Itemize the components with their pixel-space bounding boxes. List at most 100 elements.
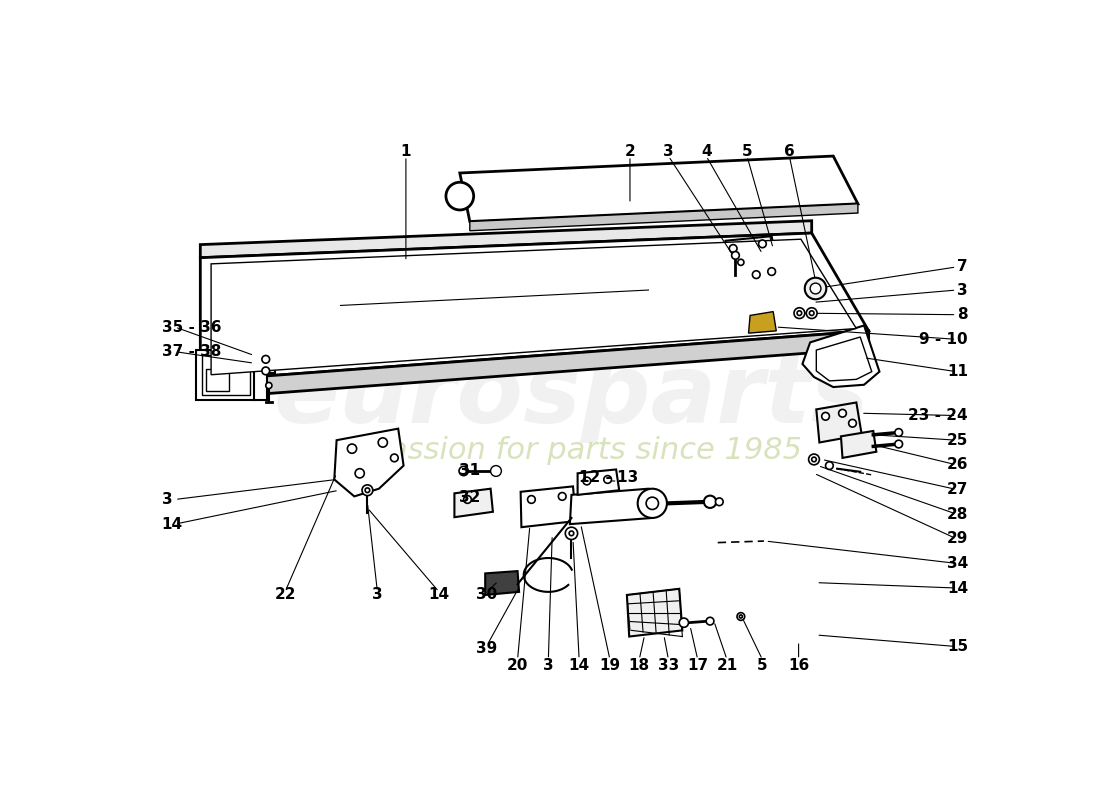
Text: eurosparts: eurosparts (274, 350, 869, 443)
Text: 21: 21 (716, 658, 738, 674)
Circle shape (646, 497, 659, 510)
Circle shape (825, 462, 834, 470)
Circle shape (805, 278, 826, 299)
Circle shape (894, 429, 902, 436)
Text: 3: 3 (957, 282, 968, 298)
Text: 32: 32 (459, 490, 481, 506)
Text: 29: 29 (947, 531, 968, 546)
Text: 19: 19 (600, 658, 620, 674)
Text: 14: 14 (428, 587, 450, 602)
Polygon shape (254, 352, 275, 400)
Text: 3: 3 (372, 587, 383, 602)
Text: 14: 14 (569, 658, 590, 674)
Circle shape (348, 444, 356, 454)
Text: 17: 17 (688, 658, 708, 674)
Circle shape (491, 466, 502, 476)
Circle shape (752, 270, 760, 278)
Text: 5: 5 (757, 658, 768, 674)
Polygon shape (200, 331, 869, 398)
Text: 18: 18 (628, 658, 650, 674)
Text: 9 - 10: 9 - 10 (920, 332, 968, 347)
Circle shape (732, 251, 739, 259)
Text: 28: 28 (947, 506, 968, 522)
Circle shape (704, 496, 716, 508)
Text: 31: 31 (459, 463, 481, 478)
Circle shape (706, 618, 714, 625)
Circle shape (810, 283, 821, 294)
Polygon shape (200, 233, 869, 381)
Circle shape (822, 413, 829, 420)
Polygon shape (749, 312, 777, 333)
Circle shape (768, 268, 776, 275)
Text: 23 - 24: 23 - 24 (909, 408, 968, 423)
Circle shape (737, 613, 745, 620)
Circle shape (365, 488, 370, 493)
Polygon shape (460, 156, 858, 222)
Text: 26: 26 (946, 458, 968, 472)
Polygon shape (842, 431, 877, 458)
Text: 33: 33 (658, 658, 679, 674)
Circle shape (446, 182, 474, 210)
Circle shape (390, 454, 398, 462)
Polygon shape (202, 355, 250, 394)
Polygon shape (816, 402, 861, 442)
Polygon shape (520, 486, 576, 527)
Circle shape (378, 438, 387, 447)
Polygon shape (570, 489, 652, 524)
Text: 3: 3 (543, 658, 553, 674)
Circle shape (798, 311, 802, 315)
Text: 34: 34 (947, 556, 968, 571)
Circle shape (810, 311, 814, 315)
Circle shape (262, 367, 270, 374)
Circle shape (838, 410, 846, 417)
Polygon shape (749, 287, 775, 322)
Circle shape (355, 469, 364, 478)
Polygon shape (722, 236, 779, 294)
Text: a passion for parts since 1985: a passion for parts since 1985 (341, 436, 802, 465)
Text: 14: 14 (947, 581, 968, 595)
Text: 1: 1 (400, 144, 411, 159)
Circle shape (262, 355, 270, 363)
Polygon shape (211, 239, 856, 374)
Text: 6: 6 (784, 144, 794, 159)
Circle shape (794, 308, 805, 318)
Text: 30: 30 (476, 587, 497, 602)
Text: 14: 14 (162, 517, 183, 532)
Polygon shape (454, 489, 493, 517)
Text: 25: 25 (947, 433, 968, 448)
Circle shape (604, 476, 612, 483)
Polygon shape (627, 589, 682, 637)
Circle shape (362, 485, 373, 496)
Circle shape (569, 531, 574, 536)
Circle shape (459, 466, 469, 476)
Circle shape (812, 457, 816, 462)
Text: 7: 7 (957, 259, 968, 274)
Text: 12 - 13: 12 - 13 (579, 470, 638, 486)
Circle shape (739, 615, 742, 618)
Text: 2: 2 (625, 144, 636, 159)
Circle shape (528, 496, 536, 503)
Circle shape (559, 493, 566, 500)
Circle shape (808, 454, 820, 465)
Text: 3: 3 (663, 144, 674, 159)
Circle shape (638, 489, 667, 518)
Circle shape (806, 308, 817, 318)
Text: 4: 4 (701, 144, 712, 159)
Text: 5: 5 (741, 144, 752, 159)
Text: 8: 8 (957, 307, 968, 322)
Text: 37 - 38: 37 - 38 (162, 344, 221, 359)
Text: 20: 20 (507, 658, 528, 674)
Polygon shape (746, 266, 785, 302)
Text: 27: 27 (947, 482, 968, 497)
Circle shape (715, 498, 723, 506)
Text: 39: 39 (476, 642, 497, 656)
Text: 15: 15 (947, 639, 968, 654)
Circle shape (266, 382, 272, 389)
Polygon shape (196, 350, 255, 400)
Polygon shape (470, 204, 858, 230)
Circle shape (583, 477, 591, 485)
Circle shape (849, 419, 856, 427)
Polygon shape (485, 571, 519, 595)
Circle shape (729, 245, 737, 252)
Text: 22: 22 (274, 587, 296, 602)
